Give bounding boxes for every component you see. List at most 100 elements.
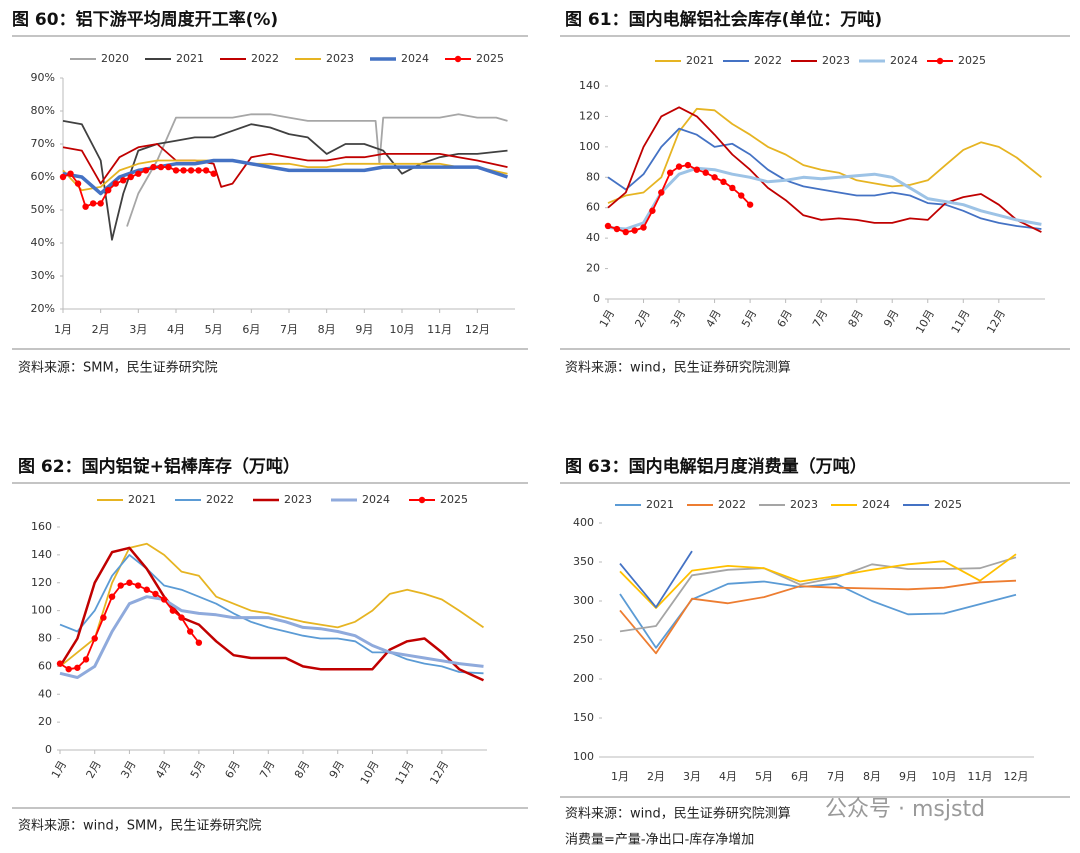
y-tick-label: 120	[31, 576, 52, 589]
legend-label: 2025	[476, 52, 504, 65]
series-line	[619, 579, 1017, 655]
point	[658, 189, 665, 196]
x-tick-label: 9月	[327, 759, 347, 781]
point	[649, 207, 656, 214]
y-tick-label: 140	[579, 79, 600, 92]
x-tick-label: 3月	[129, 323, 147, 336]
point	[195, 639, 203, 646]
x-tick-label: 3月	[668, 308, 688, 330]
point	[210, 170, 217, 177]
y-tick-label: 160	[31, 520, 52, 533]
y-tick-label: 70%	[31, 137, 55, 150]
point	[126, 579, 133, 586]
point	[59, 173, 67, 181]
legend-label: 2021	[176, 52, 204, 65]
legend-marker	[936, 57, 944, 65]
point	[693, 166, 701, 173]
point	[187, 167, 195, 174]
point	[178, 614, 185, 621]
x-tick-label: 11月	[393, 759, 417, 787]
point	[65, 665, 72, 673]
legend-label: 2024	[890, 54, 918, 67]
x-tick-label: 11月	[968, 770, 993, 783]
x-tick-label: 8月	[863, 770, 881, 783]
point	[160, 596, 168, 603]
y-tick-label: 20	[38, 715, 52, 728]
legend-label: 2023	[284, 493, 312, 506]
x-tick-label: 7月	[827, 770, 845, 783]
note: 消费量=产量-净出口-库存净增加	[565, 832, 754, 848]
point	[631, 227, 638, 234]
point	[613, 225, 621, 233]
x-tick-label: 8月	[292, 759, 312, 781]
x-tick-label: 1月	[611, 770, 629, 783]
source: 资料来源：wind，SMM，民生证券研究院	[18, 818, 261, 834]
x-tick-label: 5月	[739, 308, 759, 330]
y-tick-label: 60%	[31, 170, 55, 183]
x-tick-label: 9月	[899, 770, 917, 783]
point	[127, 173, 134, 181]
point	[112, 180, 119, 187]
legend-marker	[454, 55, 462, 63]
x-tick-label: 8月	[318, 323, 336, 336]
point	[152, 590, 159, 598]
y-tick-label: 140	[31, 548, 52, 561]
series-line	[607, 127, 1042, 230]
series-line	[59, 554, 484, 675]
point	[97, 200, 104, 207]
point	[134, 582, 142, 589]
y-tick-label: 20	[586, 262, 600, 275]
point	[165, 163, 172, 171]
legend-label: 2021	[128, 493, 156, 506]
point	[100, 614, 107, 621]
point	[67, 170, 74, 177]
y-tick-label: 40	[38, 687, 52, 700]
source: 资料来源：SMM，民生证券研究院	[18, 360, 218, 376]
series-line	[62, 143, 508, 188]
x-tick-label: 5月	[188, 759, 208, 781]
point	[729, 184, 736, 192]
legend-label: 2021	[686, 54, 714, 67]
x-tick-label: 5月	[205, 323, 223, 336]
y-tick-label: 300	[573, 594, 594, 607]
x-tick-label: 10月	[390, 323, 415, 336]
x-tick-label: 9月	[355, 323, 373, 336]
point	[186, 628, 194, 635]
legend-label: 2025	[440, 493, 468, 506]
x-tick-label: 10月	[913, 308, 937, 336]
y-tick-label: 30%	[31, 269, 55, 282]
y-tick-label: 120	[579, 109, 600, 122]
y-tick-label: 50%	[31, 203, 55, 216]
x-tick-label: 1月	[54, 323, 72, 336]
x-tick-label: 7月	[257, 759, 277, 781]
y-tick-label: 40%	[31, 236, 55, 249]
point	[91, 635, 98, 642]
chart-title: 图 61：国内电解铝社会库存(单位：万吨)	[565, 9, 882, 30]
series-line	[62, 159, 508, 192]
point	[604, 222, 612, 230]
series-line	[619, 580, 1017, 649]
x-tick-label: 4月	[153, 759, 173, 781]
legend-label: 2025	[934, 498, 962, 511]
source: 资料来源：wind，民生证券研究院测算	[565, 360, 791, 376]
y-tick-label: 350	[573, 555, 594, 568]
point	[202, 167, 210, 174]
x-tick-label: 6月	[223, 759, 243, 781]
point	[169, 607, 177, 614]
point	[738, 192, 745, 199]
point	[666, 169, 674, 176]
y-tick-label: 20%	[31, 302, 55, 315]
x-tick-label: 12月	[427, 759, 451, 787]
chart-title: 图 62：国内铝锭+铝棒库存（万吨）	[18, 456, 300, 477]
x-tick-label: 3月	[683, 770, 701, 783]
watermark: 公众号 · msjstd	[825, 797, 985, 822]
legend-label: 2024	[401, 52, 429, 65]
x-tick-label: 4月	[167, 323, 185, 336]
point	[720, 178, 727, 186]
x-tick-label: 9月	[881, 308, 901, 330]
chart-title: 图 63：国内电解铝月度消费量（万吨）	[565, 456, 867, 477]
legend-label: 2024	[362, 493, 390, 506]
x-tick-label: 7月	[810, 308, 830, 330]
point	[56, 660, 64, 667]
